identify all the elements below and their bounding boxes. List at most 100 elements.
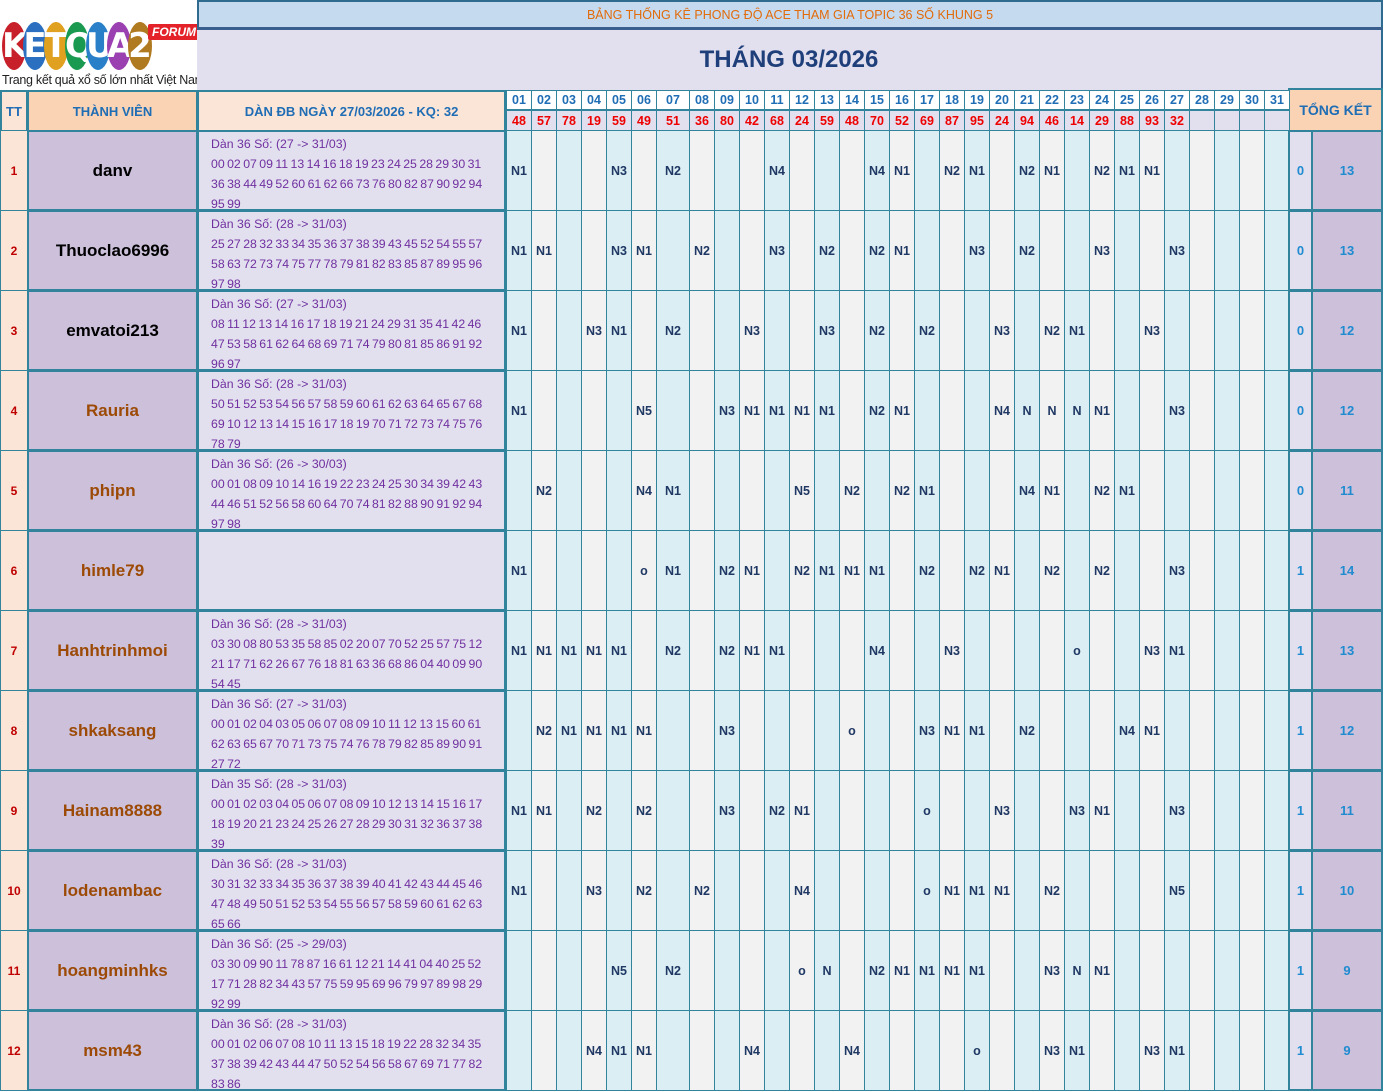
day-mark-cell: N1 (1114, 450, 1140, 531)
day-mark-cell (1189, 210, 1215, 291)
day-mark-cell (1039, 690, 1065, 771)
day-header-13: 13 (814, 90, 840, 110)
day-mark-cell (656, 370, 690, 451)
day-mark-cell (989, 210, 1015, 291)
day-mark-cell: N3 (581, 850, 607, 931)
day-header-10: 10 (739, 90, 765, 110)
dan-number-list: 25 27 28 32 33 34 35 36 37 38 39 43 45 5… (211, 237, 483, 291)
day-mark-cell (964, 770, 990, 851)
day-mark-cell (556, 290, 582, 371)
day-result-25: 88 (1114, 110, 1140, 132)
member-name: hoangminhks (27, 930, 198, 1011)
day-result-18: 87 (939, 110, 965, 132)
day-header-14: 14 (839, 90, 865, 110)
total-score: 10 (1311, 850, 1383, 931)
day-mark-cell (739, 450, 765, 531)
day-mark-cell (1264, 1010, 1290, 1091)
day-mark-cell (1064, 850, 1090, 931)
miss-count: 1 (1288, 610, 1312, 691)
day-mark-cell (531, 850, 557, 931)
day-mark-cell (689, 290, 715, 371)
day-mark-cell (1039, 770, 1065, 851)
day-mark-cell (1114, 210, 1140, 291)
total-score: 9 (1311, 930, 1383, 1011)
day-mark-cell (1264, 930, 1290, 1011)
day-mark-cell (939, 370, 965, 451)
day-mark-cell (531, 130, 557, 211)
day-mark-cell (1239, 690, 1265, 771)
logo-tagline: Trang kết quả xổ số lớn nhất Việt Nam (2, 73, 197, 87)
day-mark-cell (839, 290, 865, 371)
day-mark-cell: N1 (839, 530, 865, 611)
dan-title: Dàn 36 Số: (27 -> 31/03) (211, 297, 347, 311)
day-mark-cell (914, 610, 940, 691)
day-mark-cell: N1 (506, 770, 532, 851)
total-score: 11 (1311, 770, 1383, 851)
month-heading: THÁNG 03/2026 (197, 30, 1383, 90)
day-mark-cell (714, 930, 740, 1011)
day-mark-cell: N (1014, 370, 1040, 451)
day-mark-cell (1064, 450, 1090, 531)
day-mark-cell: N2 (656, 610, 690, 691)
member-name: phipn (27, 450, 198, 531)
day-header-01: 01 (506, 90, 532, 110)
day-mark-cell (1214, 690, 1240, 771)
day-mark-cell (739, 130, 765, 211)
day-result-08: 36 (689, 110, 715, 132)
day-mark-cell: N1 (814, 370, 840, 451)
day-mark-cell: N1 (1089, 930, 1115, 1011)
row-number: 1 (0, 130, 28, 211)
day-mark-cell: N1 (1089, 370, 1115, 451)
day-mark-cell (1214, 1010, 1240, 1091)
day-mark-cell (531, 290, 557, 371)
day-mark-cell: N5 (789, 450, 815, 531)
day-mark-cell: N1 (964, 930, 990, 1011)
day-mark-cell: N3 (739, 290, 765, 371)
day-mark-cell (1214, 850, 1240, 931)
day-mark-cell: N4 (739, 1010, 765, 1091)
day-header-31: 31 (1264, 90, 1290, 110)
day-mark-cell (839, 770, 865, 851)
day-mark-cell (839, 610, 865, 691)
row-number: 6 (0, 530, 28, 611)
day-mark-cell: N2 (864, 290, 890, 371)
day-mark-cell: N2 (1014, 210, 1040, 291)
day-mark-cell (889, 530, 915, 611)
day-result-14: 48 (839, 110, 865, 132)
day-mark-cell: N1 (814, 530, 840, 611)
day-mark-cell: N2 (1014, 690, 1040, 771)
day-mark-cell (989, 1010, 1015, 1091)
ketqua2-forum-logo: K E T Q U A 2 FORUM Trang kết quả xổ số … (0, 0, 197, 90)
day-mark-cell: N2 (656, 290, 690, 371)
member-name: shkaksang (27, 690, 198, 771)
day-mark-cell (1064, 130, 1090, 211)
day-mark-cell: o (839, 690, 865, 771)
day-mark-cell (556, 930, 582, 1011)
day-mark-cell (714, 850, 740, 931)
day-mark-cell (714, 450, 740, 531)
day-mark-cell (1214, 530, 1240, 611)
day-mark-cell (1214, 930, 1240, 1011)
day-mark-cell (839, 130, 865, 211)
day-result-29 (1214, 110, 1240, 132)
day-mark-cell: o (631, 530, 657, 611)
day-mark-cell: N1 (1089, 770, 1115, 851)
day-mark-cell (531, 530, 557, 611)
member-name: Hainam8888 (27, 770, 198, 851)
day-mark-cell (964, 450, 990, 531)
day-mark-cell (1189, 450, 1215, 531)
day-mark-cell: N2 (581, 770, 607, 851)
day-mark-cell: N2 (531, 690, 557, 771)
day-mark-cell: N1 (1164, 1010, 1190, 1091)
day-mark-cell (1089, 610, 1115, 691)
day-mark-cell (1114, 930, 1140, 1011)
day-mark-cell: N2 (1039, 290, 1065, 371)
day-result-31 (1264, 110, 1290, 132)
table-title: BẢNG THỐNG KÊ PHONG ĐỘ ACE THAM GIA TOPI… (197, 0, 1383, 30)
day-mark-cell (1139, 370, 1165, 451)
day-mark-cell: N3 (1139, 610, 1165, 691)
day-mark-cell (1014, 850, 1040, 931)
day-header-17: 17 (914, 90, 940, 110)
day-mark-cell (581, 930, 607, 1011)
day-mark-cell: N3 (1139, 290, 1165, 371)
